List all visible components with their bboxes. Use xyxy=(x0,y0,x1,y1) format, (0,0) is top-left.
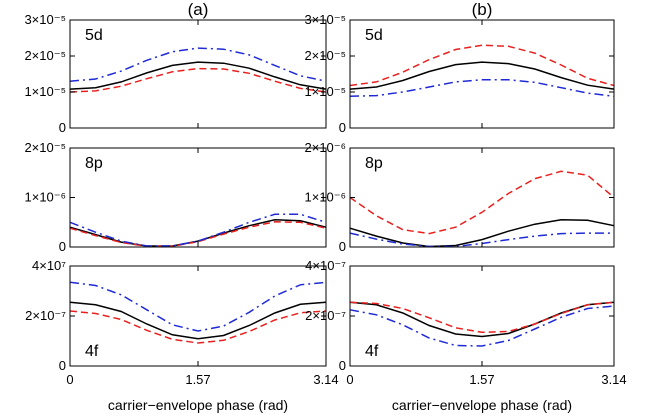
y-tick-label: 0 xyxy=(339,120,346,135)
x-axis-label: carrier−envelope phase (rad) xyxy=(108,397,288,413)
series-solid-line xyxy=(69,61,327,90)
x-axis-label: carrier−envelope phase (rad) xyxy=(392,397,572,413)
panel-frame xyxy=(349,147,615,248)
series-dashed-line xyxy=(69,310,327,344)
y-tick-label: 2×10⁻⁵ xyxy=(24,48,66,63)
panel-frame xyxy=(349,19,615,129)
series-dashed-line xyxy=(69,221,327,248)
y-tick-label: 1×10⁻⁶ xyxy=(305,190,347,205)
y-tick-label: 2×10⁻⁵ xyxy=(304,48,346,63)
panel-frame xyxy=(349,265,615,367)
x-tick-label: 3.14 xyxy=(313,372,338,387)
series-solid-line xyxy=(349,301,615,338)
y-tick-label: 0 xyxy=(339,358,346,373)
series-dashdot-line xyxy=(69,47,327,82)
panel-label: 5d xyxy=(365,27,383,44)
y-tick-label: 1×10⁻⁵ xyxy=(24,84,66,99)
series-dashed-line xyxy=(349,170,615,235)
series-dashed-line xyxy=(349,44,615,87)
y-tick-label: 4×10⁻⁷ xyxy=(305,258,346,273)
y-tick-label: 1×10⁻⁵ xyxy=(304,84,346,99)
y-tick-label: 0 xyxy=(339,239,346,254)
series-dashdot-line xyxy=(69,213,327,247)
y-tick-label: 3×10⁻⁵ xyxy=(304,12,346,27)
y-tick-label: 1×10⁻⁶ xyxy=(25,190,67,205)
x-tick-label: 0 xyxy=(346,372,353,387)
series-solid-line xyxy=(69,301,327,340)
x-tick-label: 1.57 xyxy=(185,372,210,387)
column-label: (b) xyxy=(472,0,493,19)
y-tick-label: 2×10⁻⁷ xyxy=(25,308,66,323)
y-tick-label: 0 xyxy=(59,120,66,135)
panel-frame xyxy=(69,147,327,248)
panel-label: 5d xyxy=(85,27,103,44)
series-dashdot-line xyxy=(69,281,327,332)
y-tick-label: 3×10⁻⁵ xyxy=(24,12,66,27)
y-tick-label: 0 xyxy=(59,358,66,373)
y-tick-label: 2×10⁻⁷ xyxy=(305,308,346,323)
series-solid-line xyxy=(349,61,615,90)
panel-label: 8p xyxy=(85,155,103,172)
x-tick-label: 1.57 xyxy=(469,372,494,387)
x-tick-label: 3.14 xyxy=(601,372,626,387)
panel-label: 8p xyxy=(365,155,383,172)
panel-label: 4f xyxy=(85,343,99,360)
x-tick-label: 0 xyxy=(66,372,73,387)
y-tick-label: 0 xyxy=(59,239,66,254)
series-dashdot-line xyxy=(349,79,615,98)
y-tick-label: 4×10⁷ xyxy=(32,258,66,273)
y-tick-label: 2×10⁻⁵ xyxy=(24,140,66,155)
panel-label: 4f xyxy=(365,343,379,360)
series-solid-line xyxy=(349,219,615,248)
panel-frame xyxy=(69,19,327,129)
series-dashdot-line xyxy=(349,305,615,347)
column-label: (a) xyxy=(188,0,209,19)
series-dashed-line xyxy=(349,301,615,334)
y-tick-label: 2×10⁻⁶ xyxy=(305,140,347,155)
